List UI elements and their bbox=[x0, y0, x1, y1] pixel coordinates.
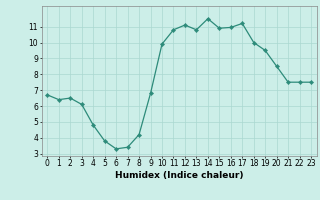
X-axis label: Humidex (Indice chaleur): Humidex (Indice chaleur) bbox=[115, 171, 244, 180]
